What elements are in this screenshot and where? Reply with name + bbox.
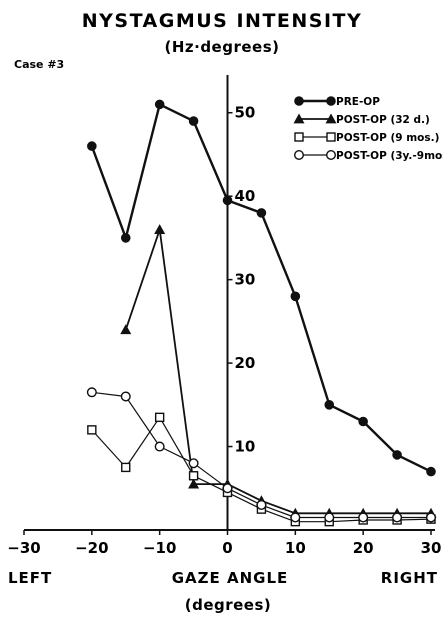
data-point <box>154 224 166 234</box>
legend-label: POST-OP (3y.-9mos) <box>336 150 443 162</box>
data-point <box>326 96 336 106</box>
x-tick-label: 30 <box>421 539 442 557</box>
data-point <box>293 113 305 124</box>
legend: PRE-OP POST-OP (32 d.) POST-OP (9 mos.) POS… <box>293 96 443 162</box>
x-tick-label: 10 <box>285 539 306 557</box>
chart-subtitle: (Hz·degrees) <box>164 38 279 56</box>
x-right-label: RIGHT <box>381 569 438 587</box>
data-point <box>188 471 199 481</box>
y-tick-label: 10 <box>235 438 256 456</box>
data-point <box>290 291 301 302</box>
data-point <box>326 132 336 142</box>
data-point <box>154 412 165 423</box>
axes: −30 −20 −10 0 10 20 30 10 20 30 40 50 <box>7 75 441 557</box>
legend-item: POST-OP (9 mos.) <box>294 132 439 144</box>
y-tick-label: 20 <box>235 354 256 372</box>
case-label: Case #3 <box>14 58 64 71</box>
legend-label: POST-OP (32 d.) <box>336 114 430 126</box>
data-point <box>120 324 132 335</box>
legend-label: PRE-OP <box>336 96 380 108</box>
data-point <box>87 425 97 435</box>
data-point <box>222 195 233 206</box>
y-tick-label: 40 <box>235 187 256 205</box>
data-point <box>426 466 436 477</box>
chart-title: NYSTAGMUS INTENSITY <box>82 10 363 32</box>
data-point <box>121 462 131 473</box>
y-tick-label: 50 <box>235 104 256 122</box>
legend-item: PRE-OP <box>294 96 380 108</box>
data-point <box>358 416 368 427</box>
x-axis-label: GAZE ANGLE <box>172 569 289 587</box>
y-tick-label: 30 <box>235 271 256 289</box>
data-point <box>120 391 131 402</box>
data-point <box>326 149 337 160</box>
series-line <box>124 228 431 515</box>
data-point <box>358 512 369 523</box>
data-point <box>86 387 97 398</box>
data-point <box>294 149 305 160</box>
x-tick-label: 0 <box>222 539 232 557</box>
data-point <box>188 458 199 469</box>
x-tick-label: −30 <box>7 539 40 557</box>
data-point <box>222 483 233 494</box>
x-tick-label: −20 <box>75 539 108 557</box>
x-tick-label: 20 <box>353 539 374 557</box>
data-point <box>256 499 267 510</box>
data-point <box>324 512 335 523</box>
data-point <box>188 116 199 126</box>
data-point <box>325 113 337 124</box>
legend-label: POST-OP (9 mos.) <box>336 132 439 144</box>
data-point <box>154 441 165 452</box>
legend-item: POST-OP (32 d.) <box>293 113 430 126</box>
data-point <box>392 450 402 460</box>
series-4 <box>86 387 437 523</box>
data-point <box>294 96 304 106</box>
data-point <box>294 132 304 142</box>
legend-item: POST-OP (3y.-9mos) <box>294 149 443 162</box>
x-axis-unit: (degrees) <box>185 596 272 614</box>
series-2 <box>120 224 437 518</box>
series-1 <box>87 99 436 477</box>
data-point <box>290 512 301 523</box>
data-point <box>154 99 165 110</box>
data-point <box>426 512 437 523</box>
data-point <box>87 141 97 151</box>
series-layer <box>86 99 437 527</box>
data-point <box>324 400 335 410</box>
data-point <box>188 478 200 489</box>
x-tick-label: −10 <box>143 539 176 557</box>
data-point <box>392 512 403 523</box>
data-point <box>256 208 267 218</box>
x-left-label: LEFT <box>8 569 52 587</box>
data-point <box>120 233 131 243</box>
